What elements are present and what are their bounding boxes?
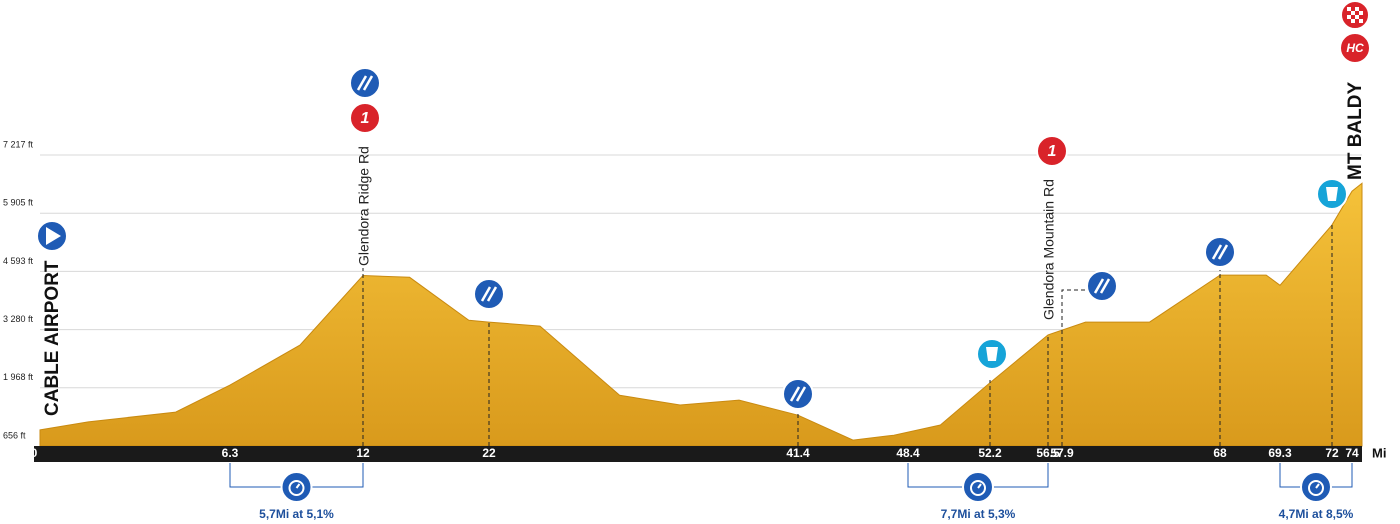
- x-tick-label: 48.4: [896, 446, 920, 460]
- x-tick-label: 57.9: [1050, 446, 1074, 460]
- distance-bar: [34, 446, 1362, 462]
- x-tick-label: 41.4: [786, 446, 810, 460]
- x-tick-label: 12: [356, 446, 370, 460]
- x-tick-label: 6.3: [222, 446, 239, 460]
- finish-flag: [1359, 19, 1363, 23]
- icon: [1036, 135, 1068, 167]
- icon: [349, 67, 381, 99]
- icon: [1204, 236, 1236, 268]
- y-tick-label: 7 217 ft: [3, 139, 34, 149]
- x-tick-label: 56.5: [1036, 446, 1060, 460]
- timer-icon: [295, 483, 301, 489]
- icon: [349, 102, 381, 134]
- y-tick-label: 4 593 ft: [3, 256, 34, 266]
- climb-category: 1: [1048, 143, 1057, 160]
- x-tick-label: 52.2: [978, 446, 1002, 460]
- elevation-area: [39, 182, 1363, 447]
- timer-icon: [288, 480, 305, 496]
- marker-line: [1061, 289, 1085, 446]
- icon: [1086, 270, 1118, 302]
- finish-name: MT BALDY: [1345, 82, 1366, 180]
- feed-icon: [480, 286, 498, 302]
- road-name: Glendora Ridge Rd: [356, 146, 372, 266]
- finish-flag: [1355, 15, 1359, 19]
- feed-icon: [1211, 244, 1229, 260]
- finish-flag: [1351, 19, 1355, 23]
- finish-flag: [1359, 11, 1363, 15]
- start-name: CABLE AIRPORT: [42, 260, 63, 416]
- water-icon: [986, 347, 998, 361]
- y-tick-label: 5 905 ft: [3, 198, 34, 208]
- climb-category: HC: [1346, 41, 1364, 55]
- segment-label: 5,7Mi at 5,1%: [259, 507, 334, 521]
- timer-icon: [977, 483, 982, 489]
- x-tick-label: 0: [31, 446, 38, 460]
- finish-flag: [1347, 7, 1351, 11]
- timer-icon: [970, 480, 986, 496]
- water-icon: [1326, 187, 1338, 201]
- road-name: Glendora Mountain Rd: [1041, 179, 1057, 320]
- finish-flag: [1347, 15, 1351, 19]
- x-tick-label: 22: [482, 446, 496, 460]
- feed-icon: [789, 386, 807, 402]
- start-icon: [46, 227, 61, 245]
- feed-icon: [356, 75, 374, 91]
- y-tick-label: 1 968 ft: [3, 372, 34, 382]
- segment-label: 4,7Mi at 8,5%: [1279, 507, 1354, 521]
- y-tick-label: 3 280 ft: [3, 314, 34, 324]
- x-tick-label: 72: [1325, 446, 1339, 460]
- icon: [1339, 32, 1371, 64]
- finish-flag: [1355, 7, 1359, 11]
- finish-flag: [1351, 11, 1355, 15]
- x-tick-label: 74: [1345, 446, 1359, 460]
- icon: [473, 278, 505, 310]
- x-tick-label: 69.3: [1268, 446, 1292, 460]
- x-unit: Mi: [1372, 445, 1386, 460]
- feed-icon: [1093, 278, 1111, 294]
- timer-icon: [1315, 483, 1320, 489]
- timer-icon: [1308, 480, 1324, 496]
- segment-label: 7,7Mi at 5,3%: [941, 507, 1016, 521]
- climb-category: 1: [361, 110, 370, 127]
- x-tick-label: 68: [1213, 446, 1227, 460]
- icon: [782, 378, 814, 410]
- y-tick-label: 656 ft: [3, 430, 26, 440]
